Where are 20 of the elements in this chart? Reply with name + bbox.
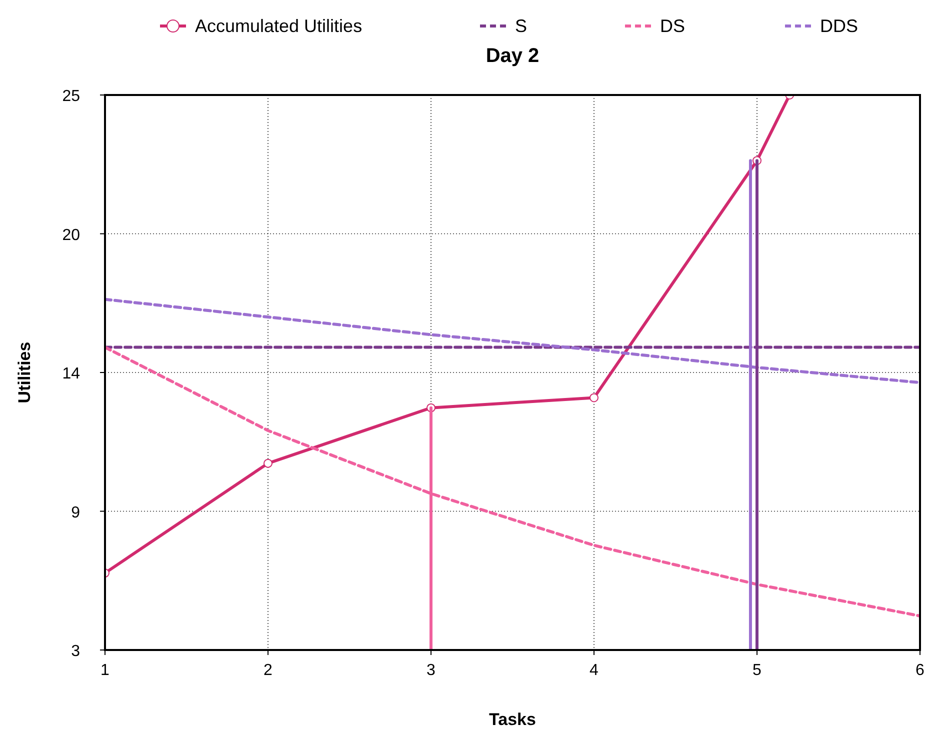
y-tick-label: 9 [71, 504, 80, 522]
x-tick-label: 2 [264, 662, 273, 679]
x-tick-label: 1 [100, 662, 110, 679]
y-axis-title: Utilities [15, 342, 34, 404]
legend-label: DS [660, 16, 686, 36]
x-tick-label: 3 [426, 662, 436, 679]
y-tick-label: 14 [62, 366, 80, 382]
x-axis-title: Tasks [489, 710, 536, 729]
x-tick-label: 6 [916, 662, 925, 679]
y-tick-label: 20 [62, 226, 80, 244]
y-tick-label: 3 [71, 643, 80, 660]
point [590, 393, 598, 402]
point [264, 458, 272, 468]
legend-label: Accumulated Utilities [195, 16, 362, 36]
x-tick-label: 5 [752, 662, 762, 679]
x-tick-label: 4 [590, 662, 599, 679]
chart-title: Day 2 [486, 45, 540, 67]
legend-label: DDS [820, 16, 858, 36]
y-tick-label: 25 [62, 88, 80, 105]
legend-label: S [515, 16, 528, 36]
